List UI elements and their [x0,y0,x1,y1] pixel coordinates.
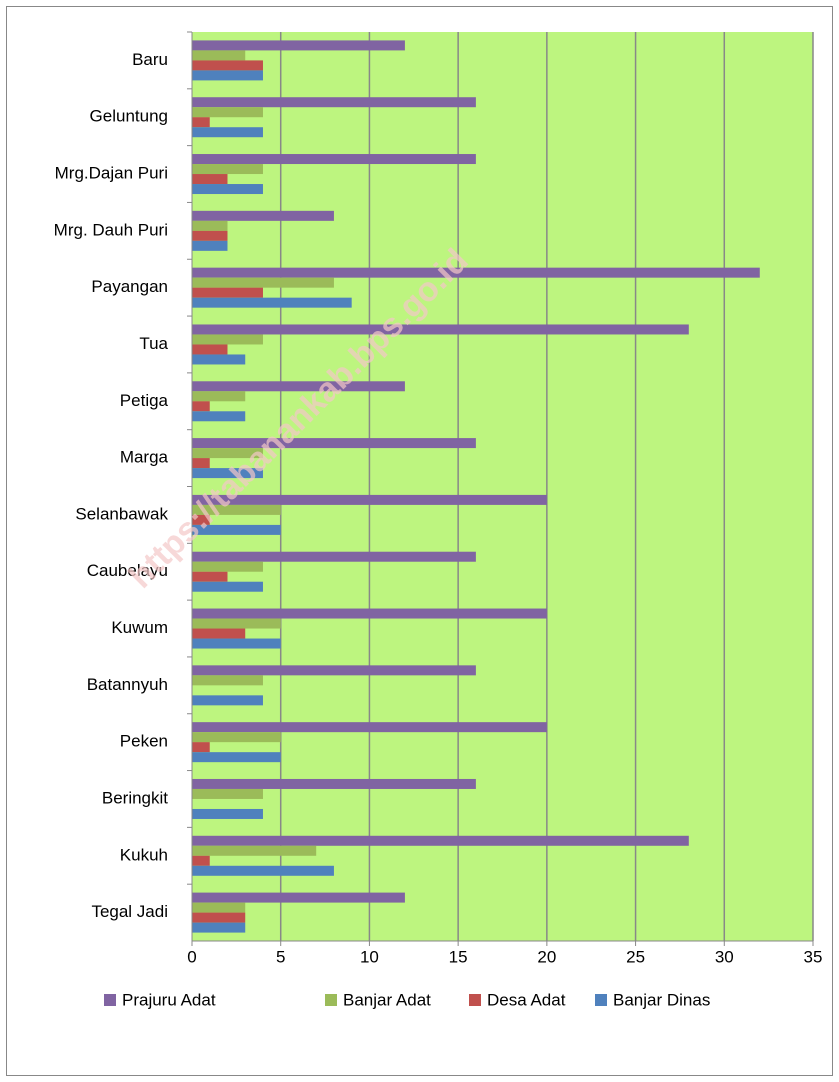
y-tick-label: Tegal Jadi [91,902,168,921]
bar [192,50,246,61]
bar [192,40,405,51]
bar [192,912,246,923]
bar [192,571,228,582]
y-tick-label: Mrg. Dauh Puri [54,220,168,239]
bar [192,448,263,459]
bar [192,97,476,108]
y-tick-label: Marga [120,448,169,467]
legend-label: Prajuru Adat [122,990,216,1009]
bar [192,458,210,469]
x-tick-label: 30 [715,947,734,966]
legend-swatch [595,994,607,1006]
x-tick-label: 15 [449,947,468,966]
bar [192,220,228,231]
bar [192,297,352,308]
bar [192,210,334,221]
y-tick-label: Tua [139,334,168,353]
bar [192,164,263,175]
legend-swatch [325,994,337,1006]
bar [192,752,281,763]
y-tick-label: Baru [132,50,168,69]
bar [192,411,246,422]
y-tick-label: Peken [120,732,168,751]
legend-swatch [104,994,116,1006]
bar [192,230,228,241]
y-tick-label: Caubelayu [87,561,168,580]
bar [192,778,476,789]
bar [192,808,263,819]
x-tick-label: 0 [187,947,196,966]
bar [192,344,228,355]
bar [192,581,263,592]
y-tick-label: Payangan [91,277,168,296]
bar [192,287,263,298]
y-tick-label: Batannyuh [87,675,168,694]
bar [192,334,263,345]
bar [192,628,246,639]
x-tick-label: 20 [537,947,556,966]
bar [192,354,246,365]
y-tick-label: Geluntung [90,107,168,126]
bar [192,267,760,278]
bar [192,524,281,535]
x-tick-label: 35 [804,947,823,966]
bar [192,618,281,629]
bar [192,638,281,649]
bar [192,742,210,753]
bar [192,722,547,733]
bar [192,845,317,856]
bar [192,391,246,402]
bar [192,561,263,572]
bar [192,892,405,903]
legend-label: Banjar Dinas [613,990,710,1009]
x-tick-label: 10 [360,947,379,966]
y-tick-label: Selanbawak [75,504,168,523]
bar [192,855,210,866]
bar [192,865,334,876]
bar [192,438,476,449]
plot-background [192,32,813,941]
bar [192,695,263,706]
x-tick-label: 5 [276,947,285,966]
bar [192,675,263,686]
bar [192,117,210,128]
bar [192,665,476,676]
y-tick-label: Petiga [120,391,169,410]
y-tick-label: Beringkit [102,788,168,807]
bar [192,107,263,118]
bar [192,835,689,846]
bar [192,381,405,392]
bar [192,788,263,799]
x-tick-label: 25 [626,947,645,966]
legend-label: Desa Adat [487,990,566,1009]
bar [192,494,547,505]
bar [192,401,210,412]
y-tick-label: Kukuh [120,845,168,864]
legend-label: Banjar Adat [343,990,431,1009]
bar [192,504,281,515]
bar [192,127,263,138]
y-tick-label: Kuwum [111,618,168,637]
bar [192,608,547,619]
bar [192,277,334,288]
bar [192,922,246,933]
bar [192,732,281,743]
bar [192,240,228,251]
bar [192,184,263,195]
bar [192,902,246,913]
bar [192,154,476,165]
legend-swatch [469,994,481,1006]
bar [192,324,689,335]
bar [192,60,263,71]
bar [192,70,263,81]
y-tick-label: Mrg.Dajan Puri [55,164,168,183]
bar [192,174,228,185]
bar [192,551,476,562]
bar [192,468,263,479]
bar [192,514,210,525]
